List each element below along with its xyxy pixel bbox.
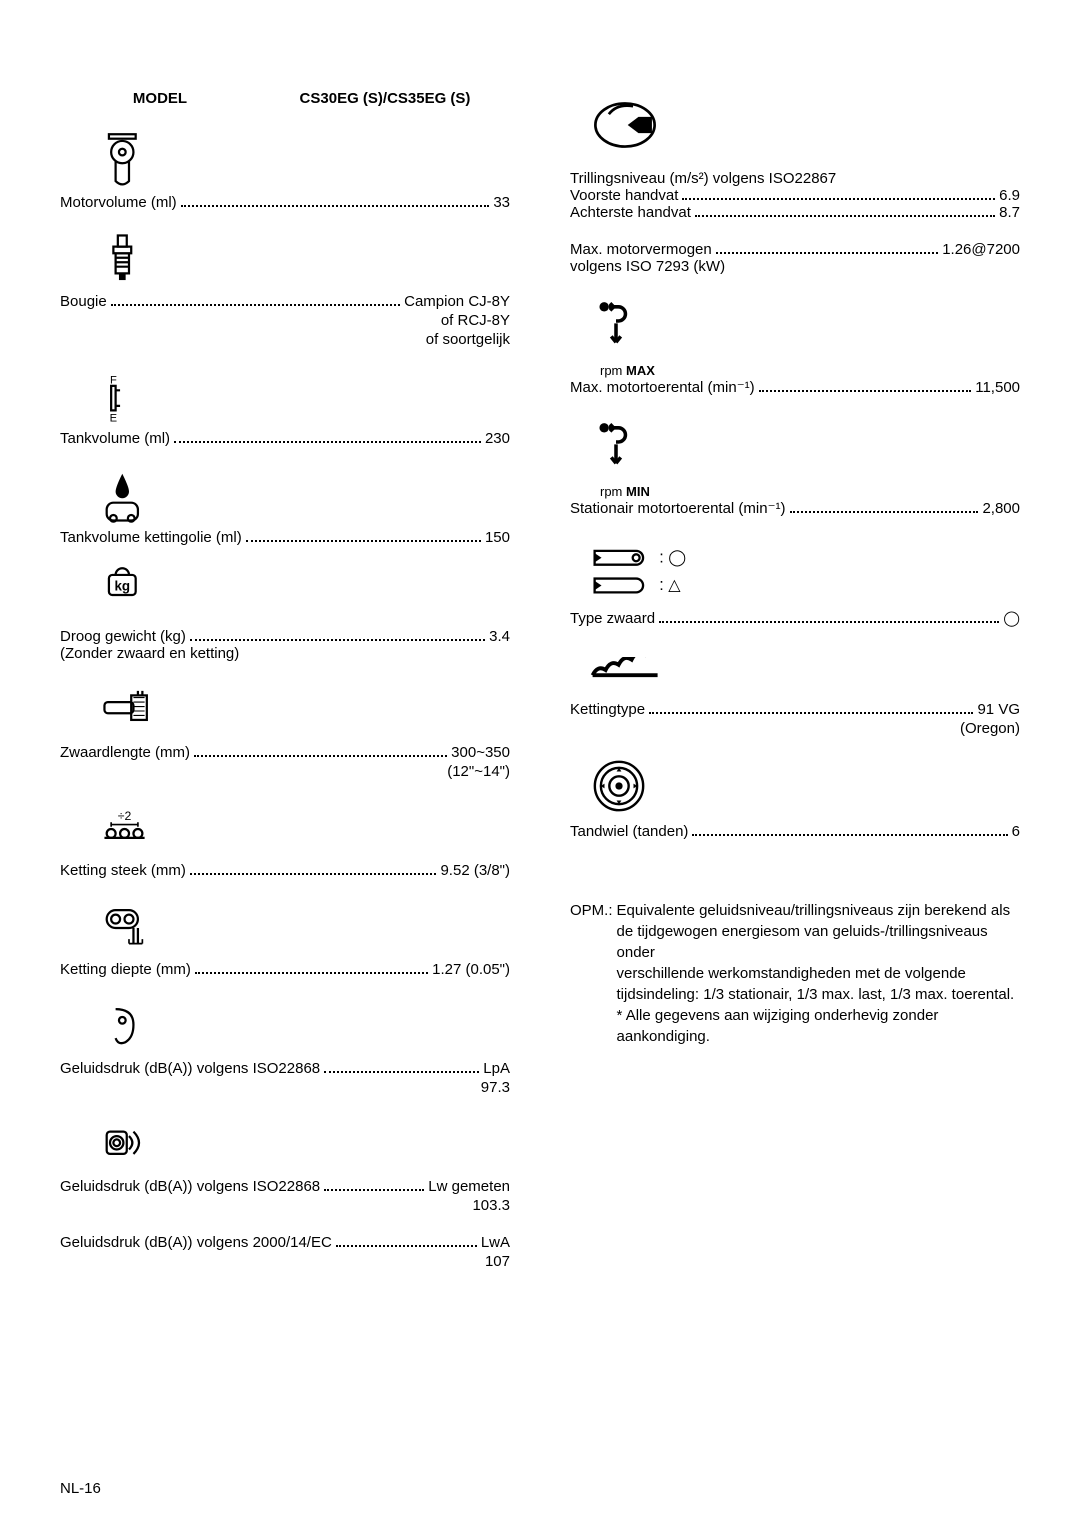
spec-sub: 107	[60, 1253, 510, 1270]
spec-label: Ketting steek (mm)	[60, 862, 186, 879]
ear-icon	[100, 998, 510, 1056]
note-line: tijdsindeling: 1/3 stationair, 1/3 max. …	[617, 984, 1020, 1005]
sprocket-val: 6	[1012, 823, 1020, 840]
sawlength-icon	[100, 682, 510, 740]
spec-block: Geluidsdruk (dB(A)) volgens ISO22868 Lw g…	[60, 1116, 510, 1214]
spec-sub: 103.3	[60, 1197, 510, 1214]
chaintype-val: 91 VG	[977, 701, 1020, 718]
spec-block: Tankvolume kettingolie (ml) 150	[60, 467, 510, 546]
pitch-icon	[100, 800, 510, 858]
speaker-icon	[100, 1116, 510, 1174]
note-line: de tijdgewogen energiesom van geluids-/t…	[617, 921, 1020, 963]
spec-value: Lw gemeten	[428, 1178, 510, 1195]
spec-label: Bougie	[60, 293, 107, 310]
spec-block: Droog gewicht (kg) 3.4(Zonder zwaard en k…	[60, 566, 510, 662]
spec-value: LpA	[483, 1060, 510, 1077]
spec-value: 230	[485, 430, 510, 447]
spec-block: Geluidsdruk (dB(A)) volgens ISO22868 LpA 9…	[60, 998, 510, 1096]
spec-label: Droog gewicht (kg)	[60, 628, 186, 645]
rpm-min-val: 2,800	[982, 500, 1020, 517]
vibration-front-val: 6.9	[999, 187, 1020, 204]
rpm-min-icon	[590, 416, 1020, 486]
note-lines: Equivalente geluidsniveau/trillingsnivea…	[617, 900, 1020, 1047]
note-block: OPM.: Equivalente geluidsniveau/trilling…	[570, 900, 1020, 1047]
note-prefix: OPM.:	[570, 900, 613, 1047]
spec-value: 9.52 (3/8")	[440, 862, 510, 879]
spec-sub: of RCJ-8Y	[60, 312, 510, 329]
right-column: Trillingsniveau (m/s²) volgens ISO22867 …	[570, 90, 1020, 1290]
chaintype-label: Kettingtype	[570, 701, 645, 718]
spec-block: Geluidsdruk (dB(A)) volgens 2000/14/EC Lw…	[60, 1234, 510, 1270]
spec-value: 33	[493, 194, 510, 211]
chaintype-sub: (Oregon)	[570, 720, 1020, 737]
spec-label: Zwaardlengte (mm)	[60, 744, 190, 761]
header-model-value: CS30EG (S)/CS35EG (S)	[260, 90, 510, 107]
sprocket-icon	[590, 757, 1020, 815]
spec-block: Bougie Campion CJ-8Y of RCJ-8Y of soortgeli…	[60, 231, 510, 348]
spec-sub: (12"~14")	[60, 763, 510, 780]
spec-subleft: (Zonder zwaard en ketting)	[60, 645, 510, 662]
bartype-val: ◯	[1003, 609, 1020, 627]
spec-label: Motorvolume (ml)	[60, 194, 177, 211]
weight-icon	[100, 566, 510, 624]
spec-block: Zwaardlengte (mm) 300~350 (12"~14")	[60, 682, 510, 780]
spec-label: Tankvolume (ml)	[60, 430, 170, 447]
left-column: MODEL CS30EG (S)/CS35EG (S) Motorvolume …	[60, 90, 510, 1290]
piston-icon	[100, 132, 510, 190]
spec-label: Geluidsdruk (dB(A)) volgens ISO22868	[60, 1060, 320, 1077]
gauge-icon	[100, 899, 510, 957]
chain-icon	[590, 657, 1020, 683]
header-model-label: MODEL	[60, 90, 260, 107]
spec-label: Geluidsdruk (dB(A)) volgens 2000/14/EC	[60, 1234, 332, 1251]
sprocket-label: Tandwiel (tanden)	[570, 823, 688, 840]
rpm-min-caption: rpm MIN	[600, 484, 1020, 499]
spec-value: Campion CJ-8Y	[404, 293, 510, 310]
spec-sub: 97.3	[60, 1079, 510, 1096]
fueltank-icon	[100, 368, 510, 426]
vibration-title: Trillingsniveau (m/s²) volgens ISO22867	[570, 170, 1020, 187]
power-label: Max. motorvermogen	[570, 241, 712, 258]
rpm-max-icon	[590, 295, 1020, 365]
spec-label: Geluidsdruk (dB(A)) volgens ISO22868	[60, 1178, 320, 1195]
chainsaw-icon	[590, 90, 1020, 160]
spec-label: Ketting diepte (mm)	[60, 961, 191, 978]
note-line: Equivalente geluidsniveau/trillingsnivea…	[617, 900, 1020, 921]
spec-block: Tankvolume (ml) 230	[60, 368, 510, 447]
header-row: MODEL CS30EG (S)/CS35EG (S)	[60, 90, 510, 107]
rpm-max-val: 11,500	[975, 379, 1020, 396]
sparkplug-icon	[100, 231, 510, 289]
bartype-icon	[590, 537, 1020, 597]
vibration-rear-label: Achterste handvat	[570, 204, 691, 221]
spec-block: Ketting diepte (mm) 1.27 (0.05")	[60, 899, 510, 978]
spec-value: 300~350	[451, 744, 510, 761]
spec-value: LwA	[481, 1234, 510, 1251]
spec-block: Ketting steek (mm) 9.52 (3/8")	[60, 800, 510, 879]
oiltank-icon	[100, 467, 510, 525]
page-number: NL-16	[60, 1480, 101, 1497]
note-line: * Alle gegevens aan wijziging onderhevig…	[617, 1005, 1020, 1047]
spec-value: 3.4	[489, 628, 510, 645]
spec-block: Motorvolume (ml) 33	[60, 132, 510, 211]
power-sub: volgens ISO 7293 (kW)	[570, 258, 1020, 275]
spec-sub: of soortgelijk	[60, 331, 510, 348]
rpm-max-caption: rpm MAX	[600, 363, 1020, 378]
spec-value: 1.27 (0.05")	[432, 961, 510, 978]
spec-value: 150	[485, 529, 510, 546]
rpm-min-label: Stationair motortoerental (min⁻¹)	[570, 499, 786, 517]
power-val: 1.26@7200	[942, 241, 1020, 258]
vibration-front-label: Voorste handvat	[570, 187, 678, 204]
note-line: verschillende werkomstandigheden met de …	[617, 963, 1020, 984]
spec-label: Tankvolume kettingolie (ml)	[60, 529, 242, 546]
vibration-rear-val: 8.7	[999, 204, 1020, 221]
bartype-label: Type zwaard	[570, 610, 655, 627]
rpm-max-label: Max. motortoerental (min⁻¹)	[570, 378, 755, 396]
